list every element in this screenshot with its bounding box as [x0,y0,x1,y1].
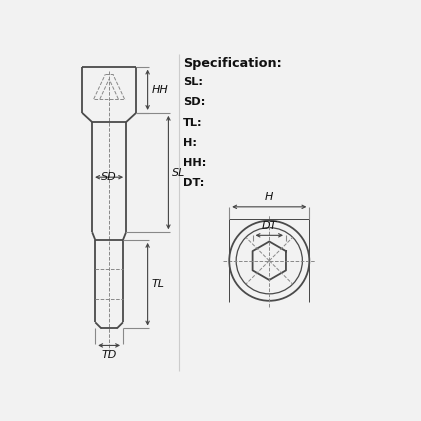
Text: SD: SD [101,172,117,182]
Text: SD:: SD: [183,98,205,107]
Text: SL: SL [172,168,186,178]
Text: DT: DT [261,221,277,232]
Text: H: H [265,192,274,202]
Text: SL:: SL: [183,77,203,88]
Text: TL:: TL: [183,117,203,128]
Text: TL: TL [152,279,165,289]
Text: H:: H: [183,138,197,147]
Text: HH:: HH: [183,157,206,168]
Text: TD: TD [101,350,117,360]
Text: DT:: DT: [183,178,205,188]
Text: Specification:: Specification: [183,57,282,70]
Text: HH: HH [152,85,168,95]
